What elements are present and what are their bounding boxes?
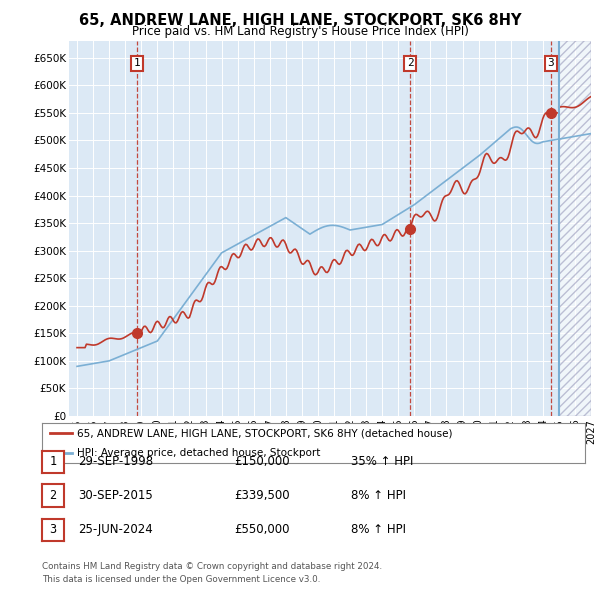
Text: 65, ANDREW LANE, HIGH LANE, STOCKPORT, SK6 8HY (detached house): 65, ANDREW LANE, HIGH LANE, STOCKPORT, S… [77,428,453,438]
Text: 2: 2 [407,58,413,68]
Text: 35% ↑ HPI: 35% ↑ HPI [351,455,413,468]
Text: £150,000: £150,000 [234,455,290,468]
Text: 29-SEP-1998: 29-SEP-1998 [78,455,153,468]
Text: £550,000: £550,000 [234,523,290,536]
Text: 25-JUN-2024: 25-JUN-2024 [78,523,153,536]
Text: 3: 3 [49,523,56,536]
Text: Contains HM Land Registry data © Crown copyright and database right 2024.: Contains HM Land Registry data © Crown c… [42,562,382,571]
Text: 1: 1 [134,58,140,68]
Text: 8% ↑ HPI: 8% ↑ HPI [351,489,406,502]
Text: 65, ANDREW LANE, HIGH LANE, STOCKPORT, SK6 8HY: 65, ANDREW LANE, HIGH LANE, STOCKPORT, S… [79,13,521,28]
Text: 8% ↑ HPI: 8% ↑ HPI [351,523,406,536]
Text: 1: 1 [49,455,56,468]
Text: HPI: Average price, detached house, Stockport: HPI: Average price, detached house, Stoc… [77,448,320,458]
Text: This data is licensed under the Open Government Licence v3.0.: This data is licensed under the Open Gov… [42,575,320,584]
Text: 3: 3 [547,58,554,68]
Text: Price paid vs. HM Land Registry's House Price Index (HPI): Price paid vs. HM Land Registry's House … [131,25,469,38]
Text: 2: 2 [49,489,56,502]
Bar [559,41,591,416]
Text: 30-SEP-2015: 30-SEP-2015 [78,489,153,502]
Text: £339,500: £339,500 [234,489,290,502]
